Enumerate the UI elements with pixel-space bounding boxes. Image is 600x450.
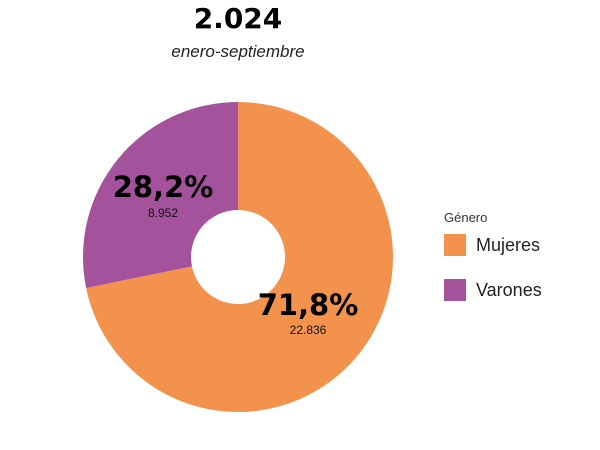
legend-swatch-varones (444, 279, 466, 301)
legend-label-mujeres: Mujeres (476, 234, 541, 255)
donut-slices (83, 102, 394, 413)
chart-title: 2.024 (193, 2, 283, 35)
legend-swatch-mujeres (444, 234, 466, 256)
slice-mujeres (86, 102, 394, 413)
legend-label-varones: Varones (476, 279, 542, 300)
percent-label-mujeres: 71,8% (258, 288, 359, 322)
value-label-varones: 8.952 (148, 206, 178, 220)
legend-title: Género (444, 210, 488, 225)
percent-label-varones: 28,2% (113, 170, 214, 204)
donut-labels: 71,8%22.836 28,2% 8.952 (113, 170, 359, 337)
legend-item-mujeres: Mujeres (444, 233, 542, 257)
slice-varones (83, 102, 239, 288)
value-label-mujeres: 22.836 (290, 323, 327, 337)
legend-item-varones: Varones (444, 278, 542, 302)
legend: Género Mujeres Varones (444, 210, 542, 323)
chart-subtitle: enero-septiembre (171, 42, 305, 61)
